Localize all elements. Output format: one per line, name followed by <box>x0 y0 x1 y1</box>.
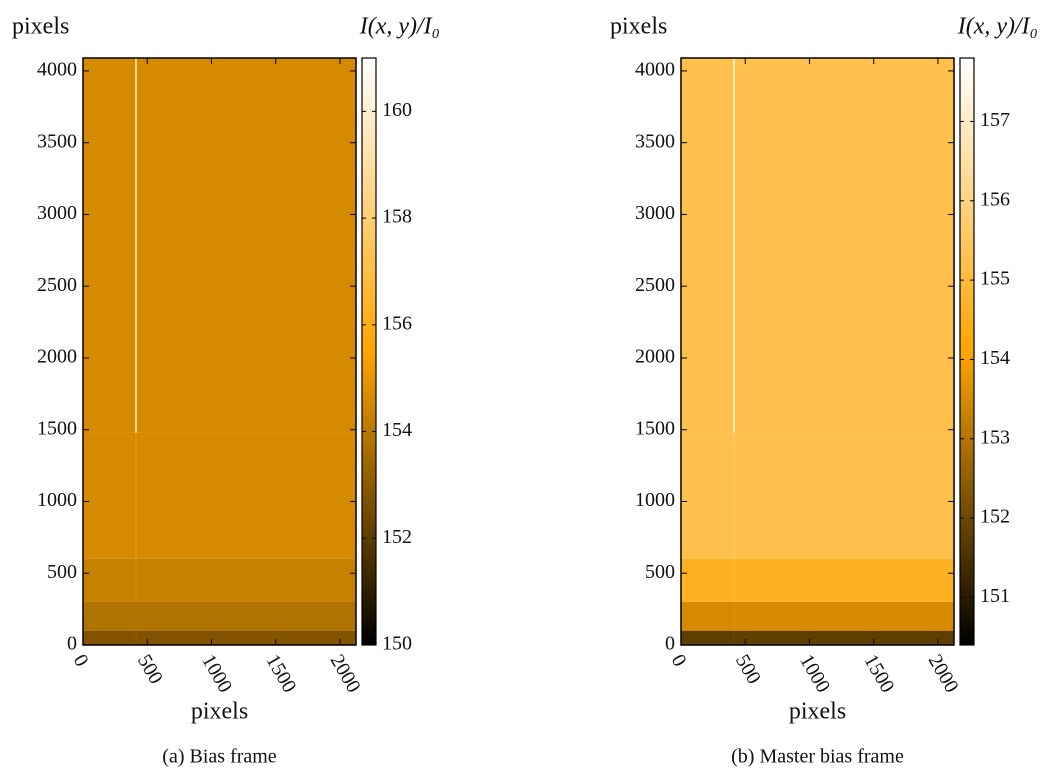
x-axis-label: pixels <box>191 699 248 725</box>
heatmap-cell <box>734 558 954 602</box>
colorbar-tick-label: 156 <box>382 312 412 334</box>
heatmap-cell <box>83 432 136 559</box>
x-tick-label: 1500 <box>261 651 300 697</box>
x-tick-label: 2000 <box>326 651 365 697</box>
y-tick-label: 1000 <box>37 489 77 511</box>
heatmap-cell <box>136 630 356 645</box>
heatmap-cell <box>681 58 734 433</box>
heatmap-cell <box>681 558 734 602</box>
plot-frame <box>680 57 955 646</box>
colorbar-tick-label: 160 <box>382 99 412 121</box>
heatmap-cell <box>83 558 136 602</box>
colorbar <box>959 57 975 646</box>
colorbar-tick-label: 156 <box>980 188 1010 210</box>
colorbar-label: I(x, y)/I₀ <box>359 14 440 40</box>
heatmap-cell <box>733 630 735 645</box>
heatmap-cell <box>733 558 735 602</box>
x-tick-label: 500 <box>731 651 765 688</box>
heatmap-cell <box>135 558 137 602</box>
y-axis-label: pixels <box>12 14 69 40</box>
y-axis-label: pixels <box>610 14 667 40</box>
x-tick-label: 500 <box>133 651 167 688</box>
y-tick-label: 1500 <box>37 417 77 439</box>
heatmap-cell <box>681 432 734 559</box>
colorbar <box>361 57 377 646</box>
heatmap-cell <box>136 601 356 631</box>
y-tick-label: 4000 <box>635 59 675 81</box>
y-tick-label: 2500 <box>635 274 675 296</box>
y-tick-label: 1500 <box>635 417 675 439</box>
colorbar-tick-label: 154 <box>382 419 412 441</box>
heatmap-cell <box>136 58 356 433</box>
heatmap-cell <box>83 58 136 433</box>
heatmap-cell <box>136 432 356 559</box>
heatmap-cell <box>733 58 735 433</box>
y-tick-label: 2000 <box>37 346 77 368</box>
heatmap-cell <box>136 558 356 602</box>
heatmap-cell <box>733 601 735 631</box>
y-tick-label: 1000 <box>635 489 675 511</box>
y-tick-label: 0 <box>665 633 675 655</box>
plot-frame <box>82 57 357 646</box>
heatmap-cell <box>734 630 954 645</box>
heatmap-cell <box>135 432 137 559</box>
heatmap-cell <box>734 58 954 433</box>
caption: (a) Bias frame <box>162 746 277 768</box>
colorbar-tick-label: 152 <box>980 506 1010 528</box>
heatmap-cell <box>135 58 137 433</box>
y-tick-label: 2000 <box>635 346 675 368</box>
caption: (b) Master bias frame <box>731 746 904 768</box>
colorbar-tick-label: 152 <box>382 526 412 548</box>
colorbar-tick-label: 155 <box>980 268 1010 290</box>
y-tick-label: 500 <box>47 561 77 583</box>
heatmap-cell <box>135 630 137 645</box>
y-tick-label: 3000 <box>635 202 675 224</box>
x-tick-label: 2000 <box>924 651 963 697</box>
y-tick-label: 3500 <box>635 130 675 152</box>
colorbar-tick-label: 157 <box>980 109 1010 131</box>
heatmap-cell <box>734 601 954 631</box>
x-tick-label: 1000 <box>795 651 834 697</box>
y-tick-label: 3000 <box>37 202 77 224</box>
heatmap-cell <box>681 601 734 631</box>
x-tick-label: 1500 <box>859 651 898 697</box>
heatmap-cell <box>733 432 735 559</box>
y-tick-label: 4000 <box>37 59 77 81</box>
y-tick-label: 500 <box>645 561 675 583</box>
colorbar-tick-label: 158 <box>382 206 412 228</box>
colorbar-tick-label: 150 <box>382 633 412 655</box>
colorbar-tick-label: 153 <box>980 426 1010 448</box>
y-tick-label: 2500 <box>37 274 77 296</box>
x-tick-label: 1000 <box>197 651 236 697</box>
colorbar-label: I(x, y)/I₀ <box>957 14 1038 40</box>
heatmap-cell <box>83 601 136 631</box>
y-tick-label: 0 <box>67 633 77 655</box>
heatmap-cell <box>681 630 734 645</box>
heatmap-cell <box>83 630 136 645</box>
colorbar-tick-label: 151 <box>980 585 1010 607</box>
heatmap-cell <box>734 432 954 559</box>
colorbar-tick-label: 154 <box>980 347 1010 369</box>
y-tick-label: 3500 <box>37 130 77 152</box>
x-axis-label: pixels <box>789 699 846 725</box>
heatmap-cell <box>135 601 137 631</box>
